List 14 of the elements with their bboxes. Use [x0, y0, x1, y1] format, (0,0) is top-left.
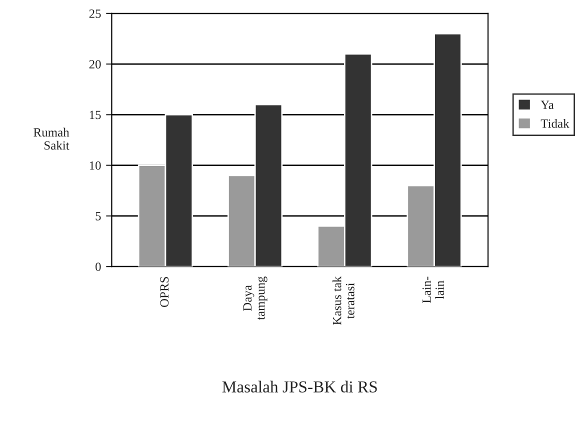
x-axis-title: Masalah JPS-BK di RS: [222, 380, 377, 393]
x-tick-label: OPRS: [160, 277, 169, 308]
x-tick-label: Kasus tak teratasi: [332, 276, 354, 325]
y-tick-label: 10: [90, 161, 101, 170]
y-tick-label: 15: [90, 110, 101, 120]
x-tick-label: Daya tampung: [243, 276, 268, 320]
y-tick-label: 5: [96, 212, 101, 220]
y-tick-label: 0: [96, 262, 101, 272]
y-tick-label: 20: [89, 60, 101, 69]
x-tick-label: Lain- lain: [422, 276, 444, 303]
y-axis-title: Rumah Sakit: [34, 128, 70, 150]
legend-label: Tidak: [540, 119, 570, 128]
legend-label: Ya: [540, 100, 554, 110]
y-tick-label: 25: [89, 10, 101, 18]
